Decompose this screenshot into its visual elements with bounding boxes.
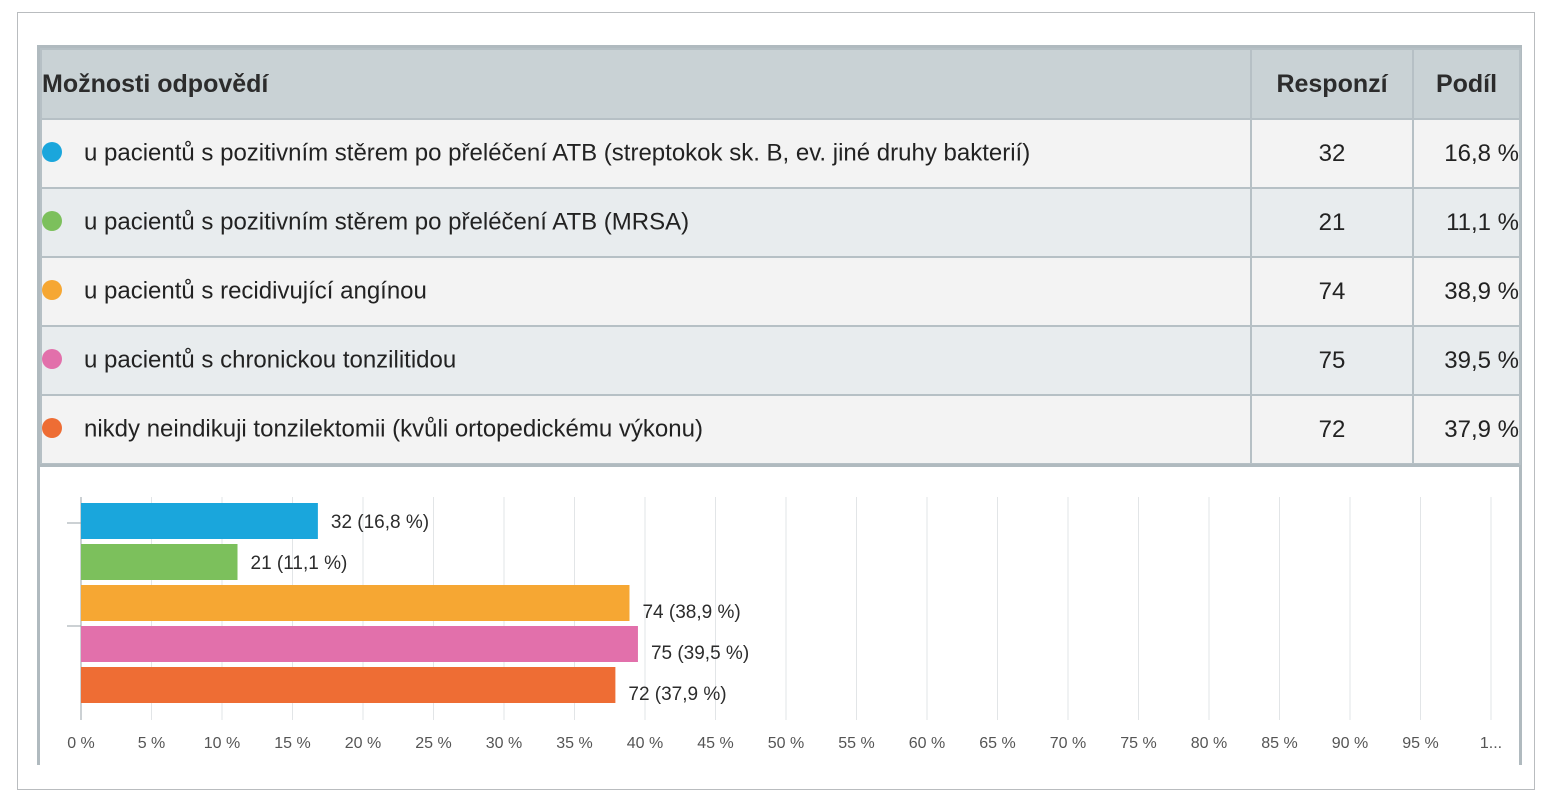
share-cell: 16,8 %	[1412, 118, 1521, 189]
option-label: u pacientů s chronickou tonzilitidou	[84, 346, 457, 374]
x-tick-label: 65 %	[979, 735, 1015, 752]
table-row: nikdy neindikuji tonzilektomii (kvůli or…	[40, 394, 1521, 465]
option-label: u pacientů s pozitivním stěrem po přeléč…	[84, 139, 1031, 167]
bar-data-label: 32 (16,8 %)	[331, 512, 429, 533]
responses-cell: 32	[1250, 118, 1414, 189]
x-tick-label: 70 %	[1050, 735, 1086, 752]
survey-results-panel: Možnosti odpovědí Responzí Podíl u pacie…	[37, 45, 1522, 765]
x-tick-label: 10 %	[204, 735, 240, 752]
option-label: u pacientů s recidivující angínou	[84, 277, 427, 305]
bar	[81, 503, 318, 539]
x-tick-label: 1...	[1480, 735, 1502, 752]
table-row: u pacientů s recidivující angínou 74 38,…	[40, 256, 1521, 327]
results-table: Možnosti odpovědí Responzí Podíl u pacie…	[40, 48, 1521, 465]
x-tick-label: 60 %	[909, 735, 945, 752]
header-share[interactable]: Podíl	[1412, 48, 1521, 120]
x-tick-label: 30 %	[486, 735, 522, 752]
x-tick-label: 45 %	[697, 735, 733, 752]
header-responses[interactable]: Responzí	[1250, 48, 1414, 120]
share-cell: 11,1 %	[1412, 187, 1521, 258]
option-cell: u pacientů s recidivující angínou	[40, 256, 1252, 327]
bar	[81, 626, 638, 662]
responses-cell: 21	[1250, 187, 1414, 258]
legend-dot-icon	[43, 210, 62, 231]
table-row: u pacientů s pozitivním stěrem po přeléč…	[40, 187, 1521, 258]
bar-data-label: 21 (11,1 %)	[251, 553, 348, 574]
responses-cell: 74	[1250, 256, 1414, 327]
option-cell: u pacientů s pozitivním stěrem po přeléč…	[40, 187, 1252, 258]
x-tick-label: 95 %	[1402, 735, 1438, 752]
share-cell: 37,9 %	[1412, 394, 1521, 465]
option-cell: nikdy neindikuji tonzilektomii (kvůli or…	[40, 394, 1252, 465]
option-cell: u pacientů s chronickou tonzilitidou	[40, 325, 1252, 396]
share-cell: 39,5 %	[1412, 325, 1521, 396]
x-tick-label: 50 %	[768, 735, 804, 752]
bar-data-label: 75 (39,5 %)	[651, 643, 749, 664]
x-tick-label: 0 %	[67, 735, 95, 752]
x-tick-label: 5 %	[138, 735, 166, 752]
option-label: u pacientů s pozitivním stěrem po přeléč…	[84, 208, 690, 236]
x-tick-label: 85 %	[1261, 735, 1297, 752]
table-row: u pacientů s chronickou tonzilitidou 75 …	[40, 325, 1521, 396]
x-tick-label: 15 %	[274, 735, 310, 752]
x-tick-label: 40 %	[627, 735, 663, 752]
table-header-row: Možnosti odpovědí Responzí Podíl	[40, 48, 1521, 120]
bar	[81, 667, 616, 703]
table-row: u pacientů s pozitivním stěrem po přeléč…	[40, 118, 1521, 189]
bar	[81, 585, 630, 621]
option-label: nikdy neindikuji tonzilektomii (kvůli or…	[84, 415, 703, 443]
legend-dot-icon	[43, 348, 62, 369]
x-tick-label: 75 %	[1120, 735, 1156, 752]
x-tick-label: 20 %	[345, 735, 381, 752]
header-options[interactable]: Možnosti odpovědí	[40, 48, 1252, 120]
bar-data-label: 72 (37,9 %)	[628, 684, 726, 705]
legend-dot-icon	[43, 141, 62, 162]
option-cell: u pacientů s pozitivním stěrem po přeléč…	[40, 118, 1252, 189]
legend-dot-icon	[43, 417, 62, 438]
responses-cell: 75	[1250, 325, 1414, 396]
x-tick-label: 55 %	[838, 735, 874, 752]
x-tick-label: 80 %	[1191, 735, 1227, 752]
responses-cell: 72	[1250, 394, 1414, 465]
x-tick-label: 25 %	[415, 735, 451, 752]
bar	[81, 544, 238, 580]
bar-chart-area: 32 (16,8 %) 21 (11,1 %) 74 (38,9 %) 75 (39,…	[40, 464, 1519, 765]
bar-chart: 32 (16,8 %) 21 (11,1 %) 74 (38,9 %) 75 (39,…	[67, 497, 1502, 752]
x-tick-label: 90 %	[1332, 735, 1368, 752]
x-tick-label: 35 %	[556, 735, 592, 752]
share-cell: 38,9 %	[1412, 256, 1521, 327]
legend-dot-icon	[43, 279, 62, 300]
bar-data-label: 74 (38,9 %)	[642, 602, 740, 623]
